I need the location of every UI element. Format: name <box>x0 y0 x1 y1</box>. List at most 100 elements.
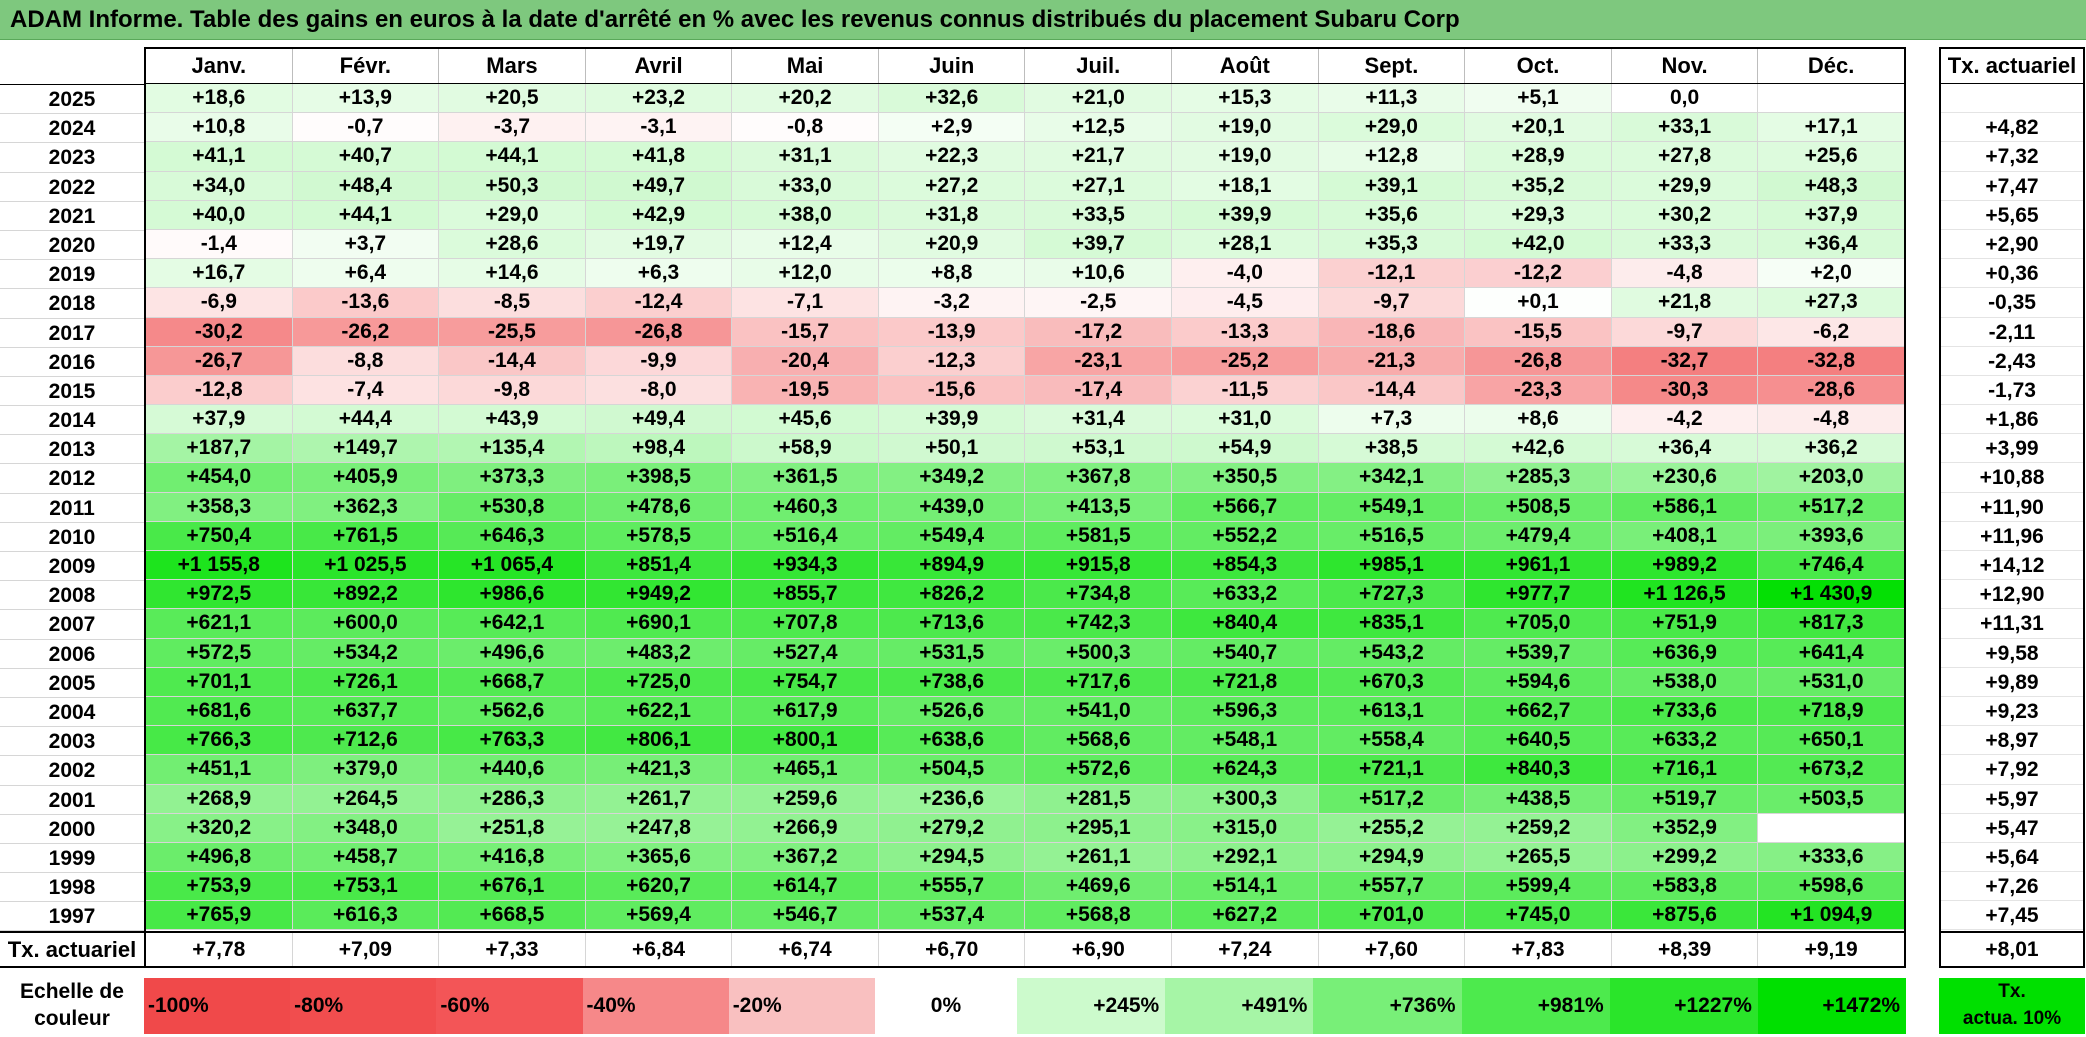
gain-cell[interactable]: +266,9 <box>731 813 878 842</box>
gain-cell[interactable]: +34,0 <box>146 171 292 200</box>
gain-cell[interactable]: +286,3 <box>438 784 585 813</box>
gain-cell[interactable]: +469,6 <box>1024 872 1172 901</box>
gain-cell[interactable]: +543,2 <box>1317 638 1465 667</box>
gain-cell[interactable]: +451,1 <box>146 755 292 784</box>
gain-cell[interactable]: +516,5 <box>1317 521 1465 550</box>
gain-cell[interactable]: +892,2 <box>291 580 439 609</box>
gain-cell[interactable]: -23,3 <box>1464 375 1611 405</box>
gain-cell[interactable]: +616,3 <box>291 901 439 930</box>
gain-cell[interactable]: -6,9 <box>146 288 292 317</box>
gain-cell[interactable]: +500,3 <box>1024 638 1172 667</box>
gain-cell[interactable]: +568,8 <box>1024 901 1172 930</box>
gain-cell[interactable]: +514,1 <box>1171 872 1318 901</box>
gain-cell[interactable]: +817,3 <box>1757 609 1904 638</box>
gain-cell[interactable]: +54,9 <box>1171 434 1318 463</box>
gain-cell[interactable]: +855,7 <box>731 580 878 609</box>
gain-cell[interactable]: -6,2 <box>1757 317 1904 346</box>
gain-cell[interactable]: +300,3 <box>1171 784 1318 813</box>
gain-cell[interactable]: +33,1 <box>1610 113 1758 142</box>
gain-cell[interactable]: +292,1 <box>1171 842 1318 872</box>
gain-cell[interactable]: +546,7 <box>731 901 878 930</box>
gain-cell[interactable]: +517,2 <box>1317 784 1465 813</box>
gain-cell[interactable]: -13,3 <box>1171 317 1318 346</box>
gain-cell[interactable]: +27,1 <box>1024 171 1172 200</box>
gain-cell[interactable]: +986,6 <box>438 580 585 609</box>
gain-cell[interactable]: +985,1 <box>1317 551 1465 580</box>
gain-cell[interactable]: +483,2 <box>584 638 732 667</box>
gain-cell[interactable]: +641,4 <box>1757 638 1904 667</box>
gain-cell[interactable]: +44,1 <box>438 142 585 171</box>
gain-cell[interactable]: +637,7 <box>291 696 439 726</box>
gain-cell[interactable]: -15,7 <box>731 317 878 346</box>
gain-cell[interactable]: +5,1 <box>1464 84 1611 113</box>
gain-cell[interactable]: +251,8 <box>438 813 585 842</box>
gain-cell[interactable]: +405,9 <box>291 463 439 492</box>
gain-cell[interactable]: -26,8 <box>584 317 732 346</box>
gain-cell[interactable]: +712,6 <box>291 726 439 755</box>
gain-cell[interactable]: +35,6 <box>1317 200 1465 229</box>
gain-cell[interactable]: +638,6 <box>877 726 1025 755</box>
gain-cell[interactable]: +21,8 <box>1610 288 1758 317</box>
gain-cell[interactable]: +39,9 <box>1171 200 1318 229</box>
gain-cell[interactable]: -14,4 <box>438 346 585 375</box>
gain-cell[interactable]: +362,3 <box>291 492 439 521</box>
gain-cell[interactable]: -4,2 <box>1610 405 1758 434</box>
gain-cell[interactable]: -9,8 <box>438 375 585 405</box>
gain-cell[interactable]: +734,8 <box>1024 580 1172 609</box>
gain-cell[interactable]: -12,4 <box>584 288 732 317</box>
gain-cell[interactable]: +44,1 <box>291 200 439 229</box>
gain-cell[interactable]: +20,5 <box>438 84 585 113</box>
gain-cell[interactable]: +622,1 <box>584 696 732 726</box>
gain-cell[interactable]: +12,8 <box>1317 142 1465 171</box>
gain-cell[interactable]: +594,6 <box>1464 667 1611 696</box>
gain-cell[interactable]: +315,0 <box>1171 813 1318 842</box>
gain-cell[interactable]: +753,9 <box>146 872 292 901</box>
gain-cell[interactable]: +349,2 <box>877 463 1025 492</box>
gain-cell[interactable]: +294,5 <box>877 842 1025 872</box>
gain-cell[interactable]: +2,9 <box>877 113 1025 142</box>
gain-cell[interactable]: +496,6 <box>438 638 585 667</box>
gain-cell[interactable]: +49,7 <box>584 171 732 200</box>
gain-cell[interactable]: -23,1 <box>1024 346 1172 375</box>
gain-cell[interactable]: +393,6 <box>1757 521 1904 550</box>
gain-cell[interactable]: +460,3 <box>731 492 878 521</box>
gain-cell[interactable]: +398,5 <box>584 463 732 492</box>
gain-cell[interactable]: +28,6 <box>438 229 585 259</box>
gain-cell[interactable]: -4,0 <box>1171 259 1318 288</box>
gain-cell[interactable]: +50,1 <box>877 434 1025 463</box>
gain-cell[interactable]: +22,3 <box>877 142 1025 171</box>
gain-cell[interactable]: +0,1 <box>1464 288 1611 317</box>
gain-cell[interactable]: +646,3 <box>438 521 585 550</box>
gain-cell[interactable]: -12,1 <box>1317 259 1465 288</box>
gain-cell[interactable]: +39,1 <box>1317 171 1465 200</box>
gain-cell[interactable]: +373,3 <box>438 463 585 492</box>
gain-cell[interactable]: +8,8 <box>877 259 1025 288</box>
gain-cell[interactable]: +569,4 <box>584 901 732 930</box>
gain-cell[interactable]: +1 126,5 <box>1610 580 1758 609</box>
gain-cell[interactable]: +1 025,5 <box>291 551 439 580</box>
gain-cell[interactable]: +598,6 <box>1757 872 1904 901</box>
gain-cell[interactable]: +562,6 <box>438 696 585 726</box>
gain-cell[interactable]: +662,7 <box>1464 696 1611 726</box>
gain-cell[interactable]: +20,9 <box>877 229 1025 259</box>
gain-cell[interactable]: +28,9 <box>1464 142 1611 171</box>
gain-cell[interactable]: +636,9 <box>1610 638 1758 667</box>
gain-cell[interactable]: +851,4 <box>584 551 732 580</box>
gain-cell[interactable]: +19,0 <box>1171 142 1318 171</box>
gain-cell[interactable]: +840,3 <box>1464 755 1611 784</box>
gain-cell[interactable]: +633,2 <box>1171 580 1318 609</box>
gain-cell[interactable]: +38,0 <box>731 200 878 229</box>
gain-cell[interactable]: +1 094,9 <box>1757 901 1904 930</box>
gain-cell[interactable]: +33,0 <box>731 171 878 200</box>
gain-cell[interactable]: +6,4 <box>291 259 439 288</box>
gain-cell[interactable]: +478,6 <box>584 492 732 521</box>
gain-cell[interactable]: +299,2 <box>1610 842 1758 872</box>
gain-cell[interactable]: +439,0 <box>877 492 1025 521</box>
gain-cell[interactable]: +58,9 <box>731 434 878 463</box>
gain-cell[interactable]: +548,1 <box>1171 726 1318 755</box>
gain-cell[interactable]: +624,3 <box>1171 755 1318 784</box>
gain-cell[interactable]: +3,7 <box>291 229 439 259</box>
gain-cell[interactable]: +21,0 <box>1024 84 1172 113</box>
gain-cell[interactable]: +45,6 <box>731 405 878 434</box>
gain-cell[interactable]: +295,1 <box>1024 813 1172 842</box>
